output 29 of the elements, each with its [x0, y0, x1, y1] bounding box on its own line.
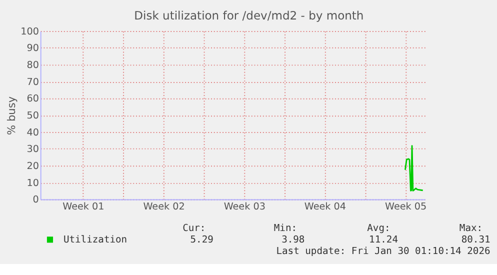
y-tick-label: 40	[26, 127, 39, 138]
y-tick-label: 50	[26, 110, 39, 122]
y-tick-label: 30	[26, 144, 39, 156]
y-tick-label: 90	[26, 43, 39, 54]
y-tick-label: 0	[32, 194, 39, 206]
x-tick-label: Week 04	[304, 201, 346, 212]
text: 80.31	[461, 234, 490, 246]
chart-title: Disk utilization for /dev/md2 - by month	[134, 8, 364, 23]
text: Min:	[274, 223, 298, 234]
legend-label: Utilization	[63, 234, 128, 246]
y-tick-label: 100	[20, 26, 39, 38]
text: 11.24	[369, 234, 398, 246]
text: Cur:	[182, 223, 206, 234]
y-tick-label: 70	[26, 76, 39, 88]
text: Avg:	[367, 223, 390, 234]
y-tick-label: 20	[26, 161, 39, 172]
text: Last update: Fri Jan 30 01:10:14 2026	[276, 246, 490, 258]
text: 3.98	[282, 234, 305, 246]
y-tick-label: 10	[26, 178, 39, 189]
x-tick-label: Week 05	[385, 201, 427, 212]
line-series	[404, 145, 424, 192]
text: Max:	[459, 223, 483, 234]
text: 5.29	[190, 234, 214, 246]
x-tick-label: Week 03	[224, 201, 266, 212]
x-tick-label: Week 01	[62, 201, 104, 212]
y-axis-title: % busy	[6, 96, 18, 135]
y-tick-label: 80	[26, 60, 39, 72]
x-tick-label: Week 02	[143, 201, 185, 212]
y-tick-label: 60	[26, 94, 39, 105]
